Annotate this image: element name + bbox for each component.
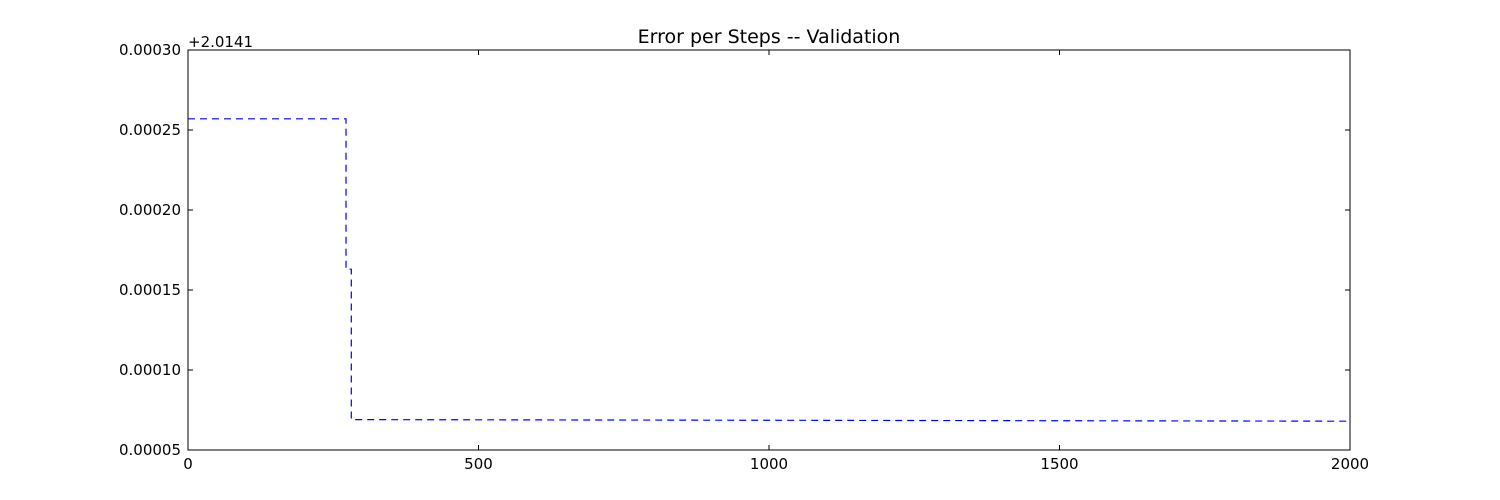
series-layer <box>188 118 1351 422</box>
y-tick-label: 0.00005 <box>119 441 181 459</box>
x-tick-label: 1500 <box>1040 455 1078 473</box>
x-tick-label: 0 <box>183 455 193 473</box>
x-tick-label: 500 <box>464 455 493 473</box>
y-tick-label: 0.00025 <box>119 121 181 139</box>
y-tick-label: 0.00010 <box>119 361 181 379</box>
x-tick-label: 1000 <box>750 455 788 473</box>
y-tick-label: 0.00020 <box>119 201 181 219</box>
series-line-0 <box>188 118 1351 422</box>
y-axis-offset-label: +2.0141 <box>188 33 253 51</box>
x-axis-ticks: 0 500 1000 1500 2000 <box>183 50 1369 473</box>
chart-title: Error per Steps -- Validation <box>638 26 901 48</box>
plot-area-frame <box>187 49 1351 451</box>
y-axis-ticks: 0.00005 0.00010 0.00015 0.00020 0.00025 0.000… <box>119 41 1350 459</box>
y-tick-label: 0.00030 <box>119 41 181 59</box>
y-tick-label: 0.00015 <box>119 281 181 299</box>
x-tick-label: 2000 <box>1331 455 1369 473</box>
